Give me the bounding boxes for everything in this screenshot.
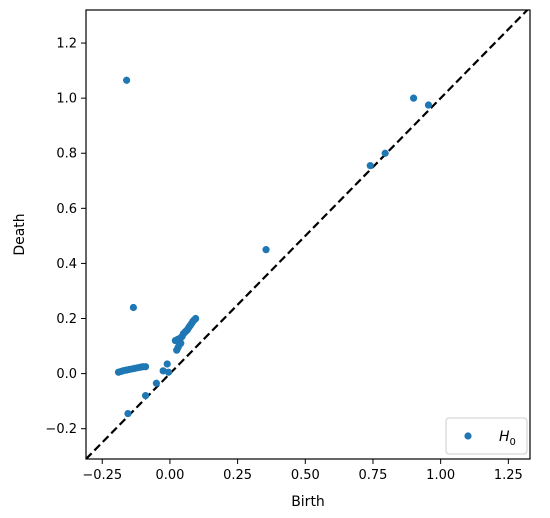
data-point [152,379,160,387]
data-point [141,392,150,400]
x-tick-label: 1.00 [426,468,455,483]
x-axis-label: Birth [291,494,325,510]
y-tick-label: 1.0 [56,92,77,107]
x-tick-label: −0.25 [82,468,122,483]
x-tick-label: 0.25 [223,468,252,483]
data-point [164,368,173,376]
data-layer [86,10,529,459]
data-point [159,367,167,375]
legend: H0 [445,417,528,455]
y-tick-label: 1.2 [56,37,77,52]
y-tick-label: 0.4 [56,257,77,272]
data-point [262,246,270,254]
legend-marker [464,432,472,440]
x-tick-label: 0.75 [358,468,387,483]
y-tick-label: 0.0 [56,367,77,382]
y-tick-label: −0.2 [45,422,77,437]
data-point [366,162,374,170]
data-point [123,76,131,84]
x-tick-label: 0.50 [291,468,320,483]
axes-layer: −0.25 0.00 0.25 0.50 0.75 1.00 1.25−0.20.00.20… [12,9,531,510]
y-tick-label: 0.8 [56,147,77,162]
plot-area [86,10,529,459]
legend-label: H0 [499,429,516,448]
data-point [409,94,418,102]
legend-label-main: H [499,429,510,445]
data-point [424,101,433,109]
diagonal-line [86,10,529,459]
data-point [192,314,200,323]
plot-frame [85,9,531,460]
legend-box [445,417,528,455]
y-axis-label: Death [12,213,28,255]
data-point [124,409,132,418]
legend-label-sub: 0 [510,437,516,448]
data-point [163,360,171,368]
data-point [141,363,150,371]
y-tick-label: 0.6 [56,202,77,217]
x-tick-label: 0.00 [155,468,184,483]
x-tick-label: 1.25 [494,468,523,483]
y-tick-label: 0.2 [56,312,77,327]
data-point [381,149,389,157]
data-point [129,303,137,312]
